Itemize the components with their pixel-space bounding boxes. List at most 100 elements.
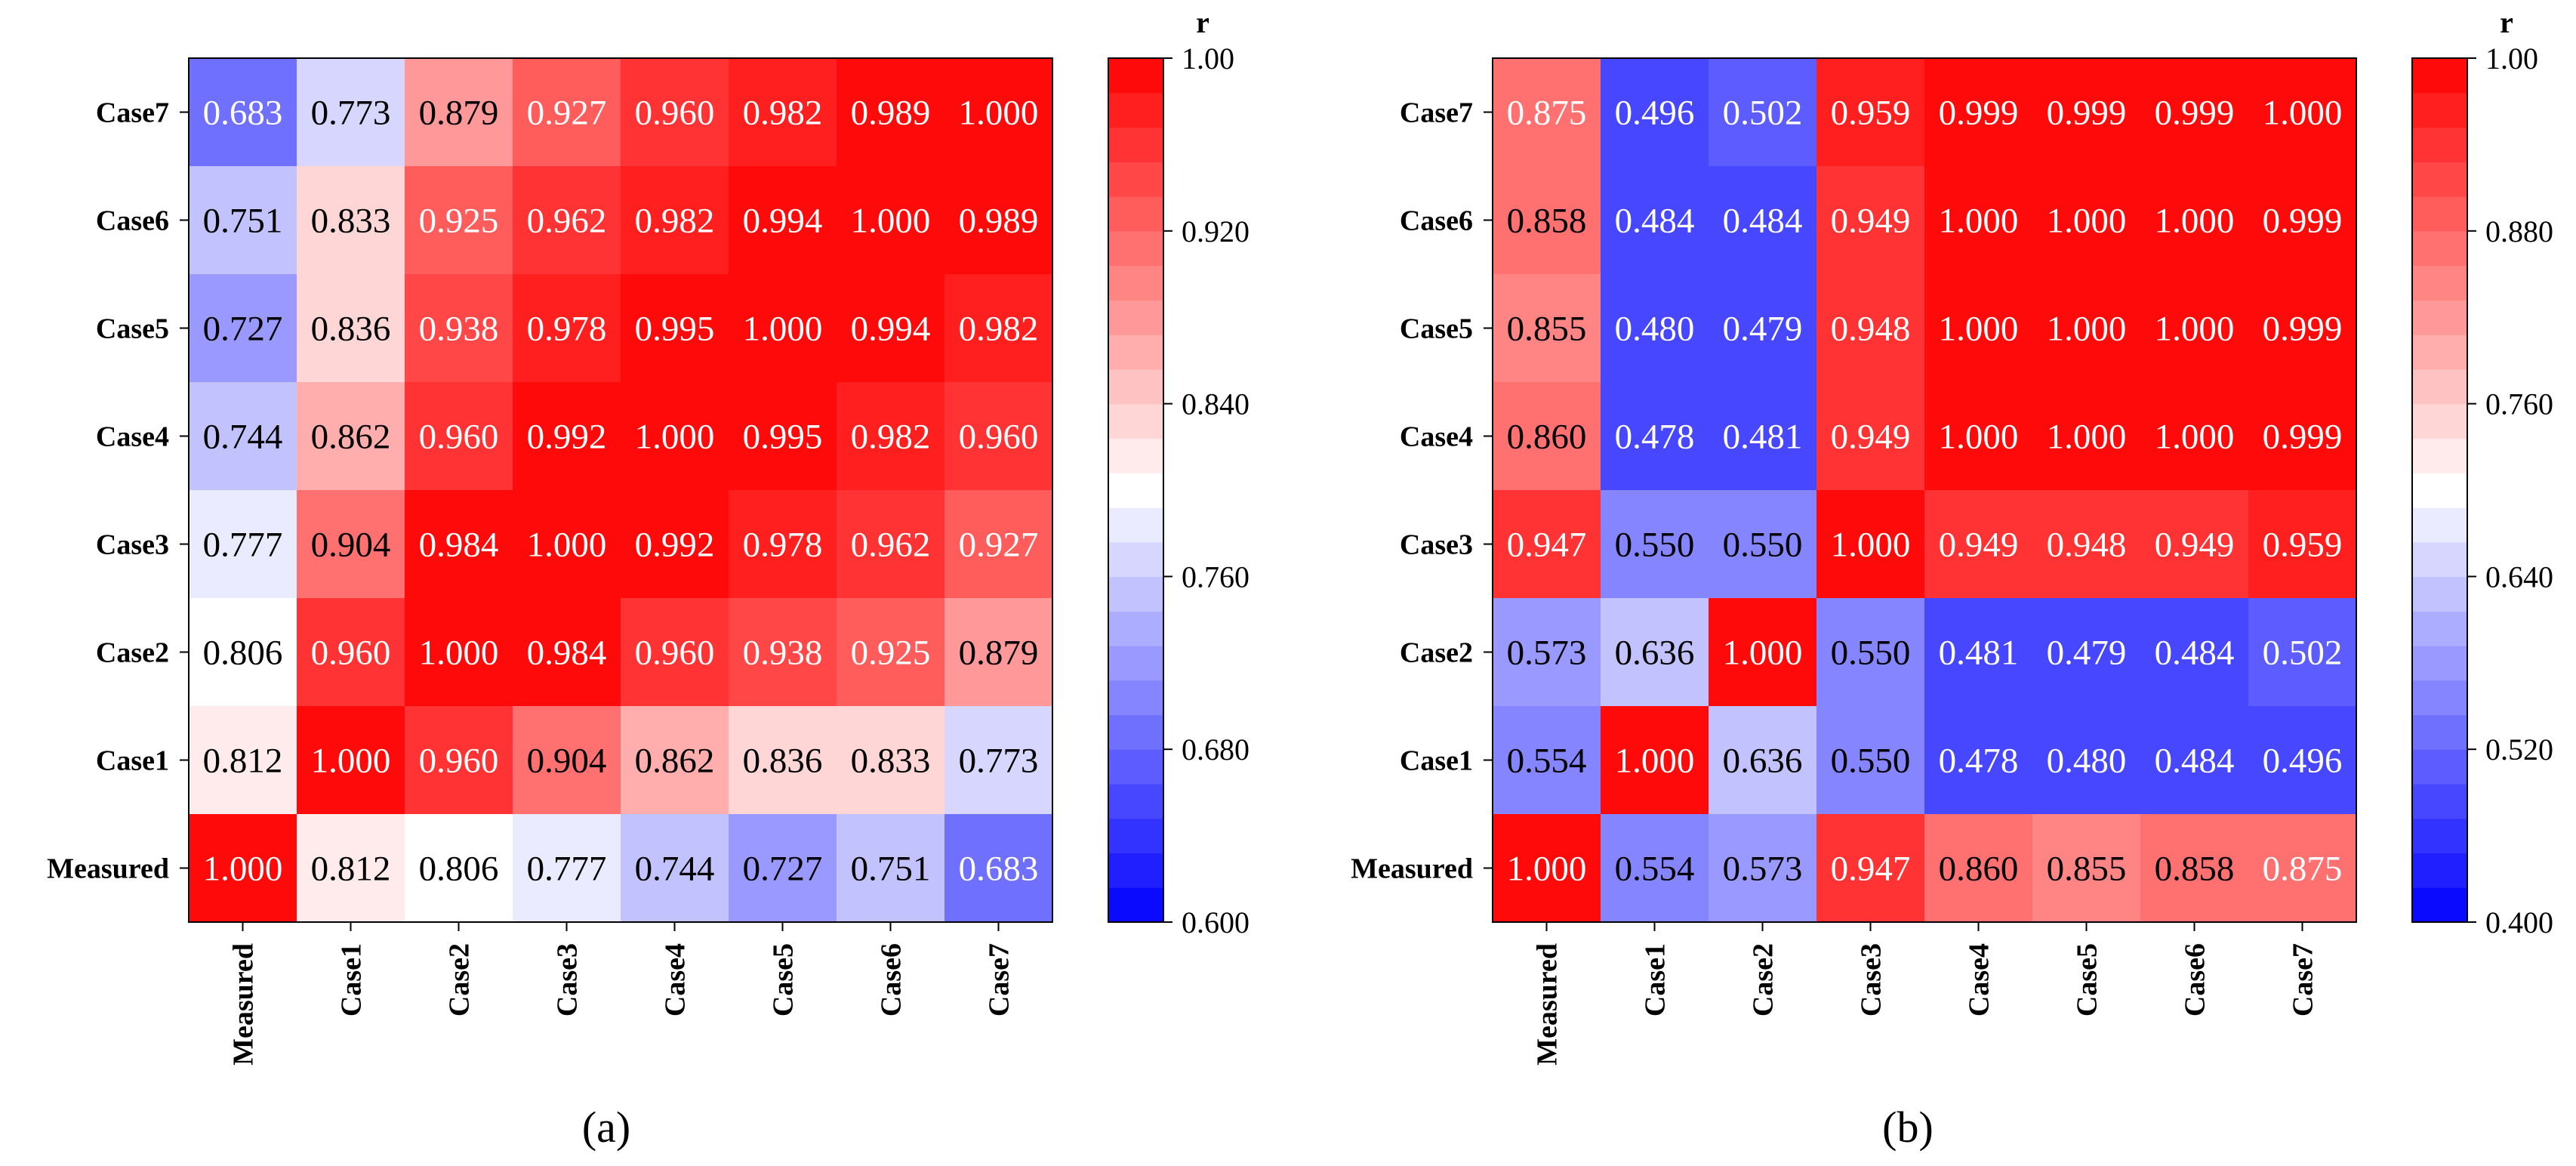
y-tick-label: Case4 — [96, 421, 169, 453]
heatmap-cell — [2140, 274, 2249, 383]
heatmap-cell — [729, 166, 837, 275]
cell-value-label: 0.855 — [1507, 310, 1587, 349]
cell-value-label: 0.938 — [743, 634, 823, 673]
heatmap-cell — [837, 490, 945, 599]
heatmap-cell — [944, 706, 1053, 815]
cell-value-label: 0.978 — [527, 310, 607, 349]
colorbar-segment — [2412, 265, 2467, 301]
heatmap-cell — [1493, 274, 1601, 383]
cell-value-label: 0.959 — [2263, 526, 2343, 565]
cell-value-label: 0.989 — [851, 94, 931, 133]
heatmap-cell — [513, 58, 621, 167]
colorbar-tick-label: 0.760 — [2485, 387, 2553, 421]
cell-value-label: 0.999 — [2263, 202, 2343, 241]
y-tick-label: Case2 — [1400, 637, 1473, 669]
heatmap-cell — [1924, 598, 2033, 707]
heatmap-cell — [297, 706, 405, 815]
heatmap-cell — [1816, 490, 1925, 599]
heatmap-cell — [1709, 598, 1817, 707]
heatmap-cell — [1709, 490, 1817, 599]
x-tick-label: Case7 — [2288, 943, 2319, 1016]
cell-value-label: 1.000 — [2155, 418, 2235, 457]
heatmap-cell — [729, 58, 837, 167]
y-tick-label: Case6 — [1400, 205, 1473, 237]
heatmap-cell — [405, 598, 513, 707]
cell-value-label: 1.000 — [635, 418, 715, 457]
cell-value-label: 0.947 — [1507, 526, 1587, 565]
cell-value-label: 1.000 — [1939, 202, 2019, 241]
colorbar-frame — [2411, 57, 2468, 923]
heatmap-cell — [2032, 814, 2141, 923]
heatmap-cell — [1709, 706, 1817, 815]
heatmap-cell — [513, 166, 621, 275]
x-tick-label: Case1 — [1640, 943, 1672, 1016]
heatmap-cell — [2248, 274, 2357, 383]
colorbar-segment — [2412, 196, 2467, 232]
x-tick-label: Case6 — [876, 943, 907, 1016]
heatmap-cell — [1493, 598, 1601, 707]
colorbar-segment — [1108, 369, 1163, 405]
heatmap-cell — [944, 814, 1053, 923]
cell-value-label: 0.959 — [1831, 94, 1911, 133]
cell-value-label: 1.000 — [959, 94, 1039, 133]
cell-value-label: 0.949 — [2155, 526, 2235, 565]
colorbar-segment — [1108, 127, 1163, 162]
cell-value-label: 0.862 — [635, 742, 715, 781]
cell-value-label: 0.554 — [1615, 850, 1695, 889]
cell-value-label: 1.000 — [2155, 202, 2235, 241]
heatmap-cell — [2032, 598, 2141, 707]
cell-value-label: 1.000 — [1939, 310, 2019, 349]
cell-value-label: 1.000 — [311, 742, 391, 781]
heatmap-cell — [297, 814, 405, 923]
cell-value-label: 0.727 — [203, 310, 283, 349]
cell-value-label: 0.484 — [2155, 742, 2235, 781]
cell-value-label: 0.949 — [1939, 526, 2019, 565]
colorbar-segment — [2412, 58, 2467, 94]
heatmap-cell — [1816, 814, 1925, 923]
y-tick-label: Case3 — [96, 529, 169, 561]
heatmap-cell — [1601, 274, 1709, 383]
cell-value-label: 1.000 — [2047, 418, 2127, 457]
colorbar-segment — [1108, 887, 1163, 923]
colorbar-tick-label: 0.760 — [1182, 560, 1249, 594]
colorbar-tick-label: 0.840 — [1182, 387, 1249, 421]
colorbar-segment — [1108, 853, 1163, 888]
colorbar-title: r — [1196, 5, 1209, 39]
cell-value-label: 1.000 — [2047, 310, 2127, 349]
heatmap-cell — [2248, 58, 2357, 167]
heatmap-cell — [621, 706, 729, 815]
x-tick-label: Measured — [228, 943, 260, 1066]
heatmap-cell — [189, 706, 297, 815]
colorbar-segment — [2412, 438, 2467, 473]
heatmap-cell — [189, 382, 297, 491]
y-tick-label: Case7 — [1400, 97, 1473, 129]
y-tick-label: Case3 — [1400, 529, 1473, 561]
y-tick-label: Measured — [1351, 853, 1473, 885]
cell-value-label: 0.984 — [419, 526, 499, 565]
heatmap-cell — [1493, 58, 1601, 167]
colorbar-segment — [2412, 473, 2467, 508]
colorbar-tick-label: 0.640 — [2485, 560, 2553, 594]
cell-value-label: 0.858 — [2155, 850, 2235, 889]
heatmap-cell — [297, 274, 405, 383]
heatmap-cell — [621, 814, 729, 923]
cell-value-label: 0.860 — [1507, 418, 1587, 457]
heatmap-cell — [1601, 490, 1709, 599]
x-tick-label: Measured — [1532, 943, 1564, 1066]
heatmap-cell — [729, 490, 837, 599]
colorbar-segment — [1108, 680, 1163, 716]
x-tick-label: Case4 — [660, 943, 692, 1016]
cell-value-label: 0.727 — [743, 850, 823, 889]
heatmap-cell — [405, 814, 513, 923]
heatmap-cell — [1816, 706, 1925, 815]
colorbar-tick-label: 0.400 — [2485, 905, 2553, 939]
cell-value-label: 0.777 — [527, 850, 607, 889]
heatmap-cell — [621, 274, 729, 383]
heatmap-cell — [1816, 598, 1925, 707]
colorbar-segment — [1108, 300, 1163, 335]
cell-value-label: 0.904 — [311, 526, 391, 565]
x-tick-label: Case4 — [1964, 943, 1995, 1016]
cell-value-label: 0.550 — [1615, 526, 1695, 565]
cell-value-label: 0.833 — [311, 202, 391, 241]
colorbar-segment — [1108, 92, 1163, 128]
